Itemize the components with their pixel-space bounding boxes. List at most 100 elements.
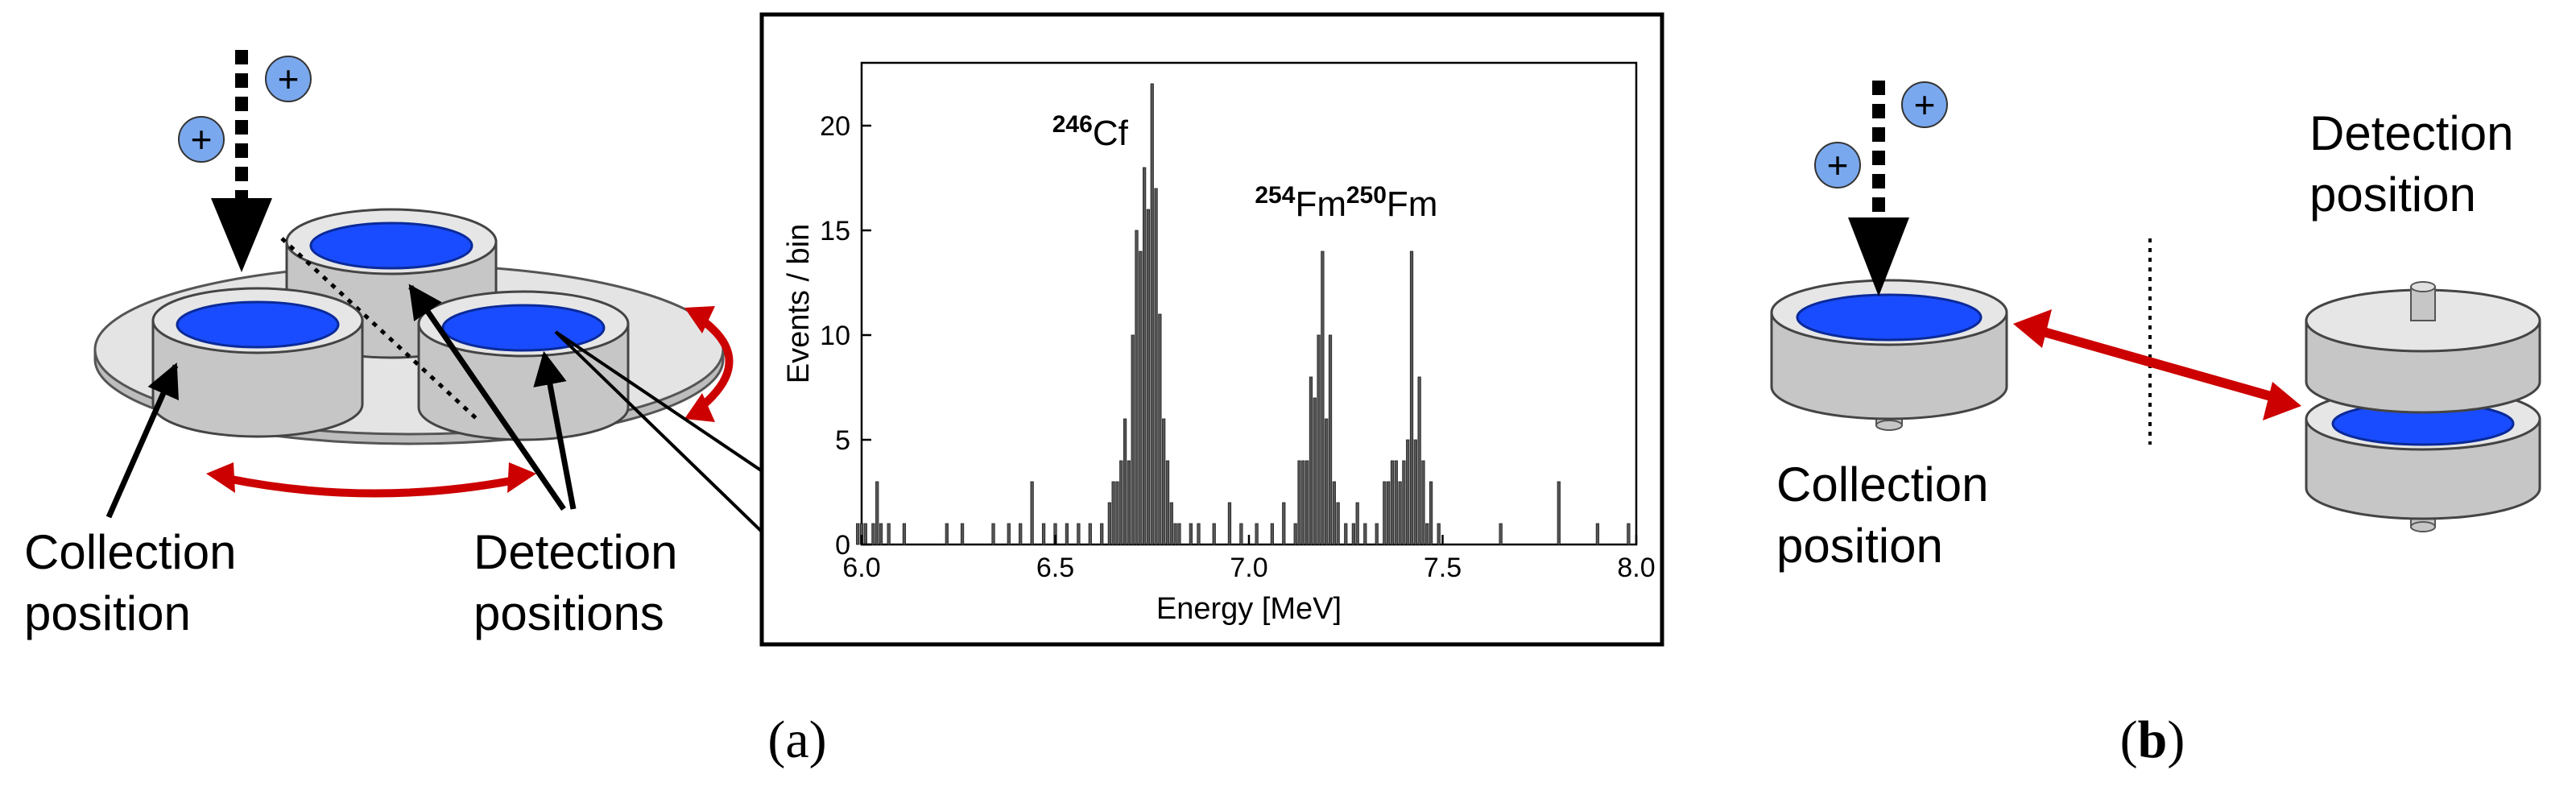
- spectrum-bar: [1143, 167, 1147, 545]
- collection-cylinder: [1770, 279, 2008, 431]
- collection-cylinder: [151, 287, 364, 438]
- spectrum-bar: [875, 481, 879, 545]
- y-tick-label: 0: [835, 530, 850, 561]
- energy-spectrum-chart: 6.0 6.5 7.0 7.5 8.0 0 5 10 15 20 246Cf 254Fm 250Fm…: [782, 61, 1656, 626]
- spectrum-bar: [879, 523, 883, 545]
- spectrum-bar: [960, 523, 965, 545]
- spectrum-bar: [1429, 481, 1433, 545]
- peak-label-246cf: 246Cf: [1052, 111, 1129, 153]
- y-ticks: 0 5 10 15 20: [820, 111, 871, 561]
- spectrum-bar: [1317, 334, 1321, 545]
- spectrum-bar: [1301, 460, 1305, 545]
- x-tick-label: 8.0: [1617, 553, 1655, 583]
- svg-text:+: +: [191, 118, 213, 160]
- spectrum-bar: [1305, 460, 1309, 545]
- spectrum-bar: [1189, 523, 1193, 545]
- spectrum-bar: [1162, 418, 1166, 545]
- ion-icon: +: [265, 56, 312, 102]
- spectrum-bar: [1421, 460, 1425, 545]
- spectrum-bar: [1139, 251, 1143, 545]
- collection-label-line2: position: [1776, 519, 1943, 573]
- spectrum-bar: [1394, 460, 1398, 545]
- spectrum-bar: [1293, 523, 1297, 545]
- spectrum-bar: [1313, 397, 1317, 545]
- spectrum-bar: [1115, 481, 1119, 545]
- spectrum-bar: [991, 523, 995, 545]
- collection-label-line2: position: [24, 586, 191, 640]
- spectrum-bar: [1041, 523, 1046, 545]
- panel-b-label: (b): [2120, 710, 2185, 769]
- spectrum-bar: [1119, 460, 1123, 545]
- y-tick-label: 5: [835, 425, 850, 456]
- spectrum-bar: [1019, 523, 1023, 545]
- spectrum-bar: [1270, 523, 1274, 545]
- spectrum-bar: [1111, 481, 1115, 545]
- spectrum-bar: [1351, 523, 1356, 545]
- x-ticks: 6.0 6.5 7.0 7.5 8.0: [842, 535, 1656, 583]
- spectrum-bar: [1297, 460, 1301, 545]
- detection-label-line2: positions: [473, 586, 664, 640]
- peak-labels: 246Cf 254Fm 250Fm: [1052, 111, 1438, 224]
- ion-icon: +: [1901, 81, 1948, 128]
- x-tick-label: 7.5: [1424, 553, 1462, 583]
- spectrum-bar: [1239, 523, 1243, 545]
- spectrum-bar: [1406, 439, 1410, 545]
- spectrum-bar: [1007, 523, 1011, 545]
- x-tick-label: 7.0: [1230, 553, 1267, 583]
- spectrum-bar: [1131, 334, 1135, 545]
- spectrum-bar: [1197, 523, 1201, 545]
- spectrum-bar: [1282, 502, 1286, 545]
- panel-a: + + Collection position Detection positi…: [24, 12, 1664, 769]
- spectrum-bar: [1150, 83, 1154, 545]
- spectrum-bar: [1030, 481, 1034, 545]
- spectrum-bar: [1227, 502, 1232, 545]
- spectrum-bar: [1107, 502, 1111, 545]
- spectrum-bar: [1077, 523, 1081, 545]
- panel-a-label: (a): [767, 710, 826, 769]
- detection-label-line1: Detection: [473, 525, 677, 579]
- x-axis-title: Energy [MeV]: [1156, 592, 1342, 626]
- spectrum-bar: [1169, 502, 1173, 545]
- detection-cylinder-right: [417, 290, 630, 441]
- spectrum-bar: [1409, 251, 1414, 545]
- spectrum-bar: [871, 523, 875, 545]
- spectrum-bar: [1402, 460, 1406, 545]
- svg-text:+: +: [278, 58, 300, 100]
- rotation-arrow-side: [698, 315, 734, 409]
- spectrum-bar: [887, 523, 891, 545]
- detection-cylinder-back: [285, 208, 498, 359]
- transfer-arrowhead: [2263, 382, 2301, 420]
- spectrum-bar: [856, 523, 860, 545]
- spectrum-bar: [1390, 460, 1395, 545]
- spectrum-bar: [1595, 523, 1600, 545]
- spectrum-bar: [1173, 523, 1177, 545]
- spectrum-bar: [1177, 523, 1181, 545]
- ion-icon: +: [1814, 142, 1861, 188]
- spectrum-bars: [856, 83, 1631, 545]
- spectrum-bar: [1332, 481, 1336, 545]
- ion-beam-arrow: [211, 50, 272, 272]
- spectrum-bar: [1375, 523, 1379, 545]
- spectrum-bar: [1065, 523, 1069, 545]
- peak-label-254fm: 254Fm: [1255, 182, 1346, 224]
- spectrum-bar: [1123, 418, 1127, 545]
- spectrum-bar: [1417, 376, 1421, 545]
- spectrum-bar: [1355, 502, 1359, 545]
- spectrum-inset-frame: [759, 12, 1664, 647]
- transfer-arrow: [2042, 327, 2272, 401]
- rotation-arrow-front: [226, 474, 516, 498]
- x-tick-label: 6.5: [1036, 553, 1074, 583]
- spectrum-bar: [1255, 523, 1259, 545]
- y-tick-label: 15: [820, 216, 850, 246]
- spectrum-bar: [1309, 376, 1313, 545]
- spectrum-bar: [1328, 334, 1333, 545]
- detection-pointer-arrow: [533, 350, 577, 510]
- svg-text:+: +: [1914, 84, 1936, 126]
- rotation-arrowhead: [507, 462, 536, 493]
- spectrum-bar: [1158, 313, 1162, 545]
- ion-icon: +: [178, 116, 225, 163]
- transfer-arrowhead: [2013, 309, 2052, 348]
- y-tick-label: 10: [820, 321, 850, 351]
- spectrum-bar: [1383, 481, 1387, 545]
